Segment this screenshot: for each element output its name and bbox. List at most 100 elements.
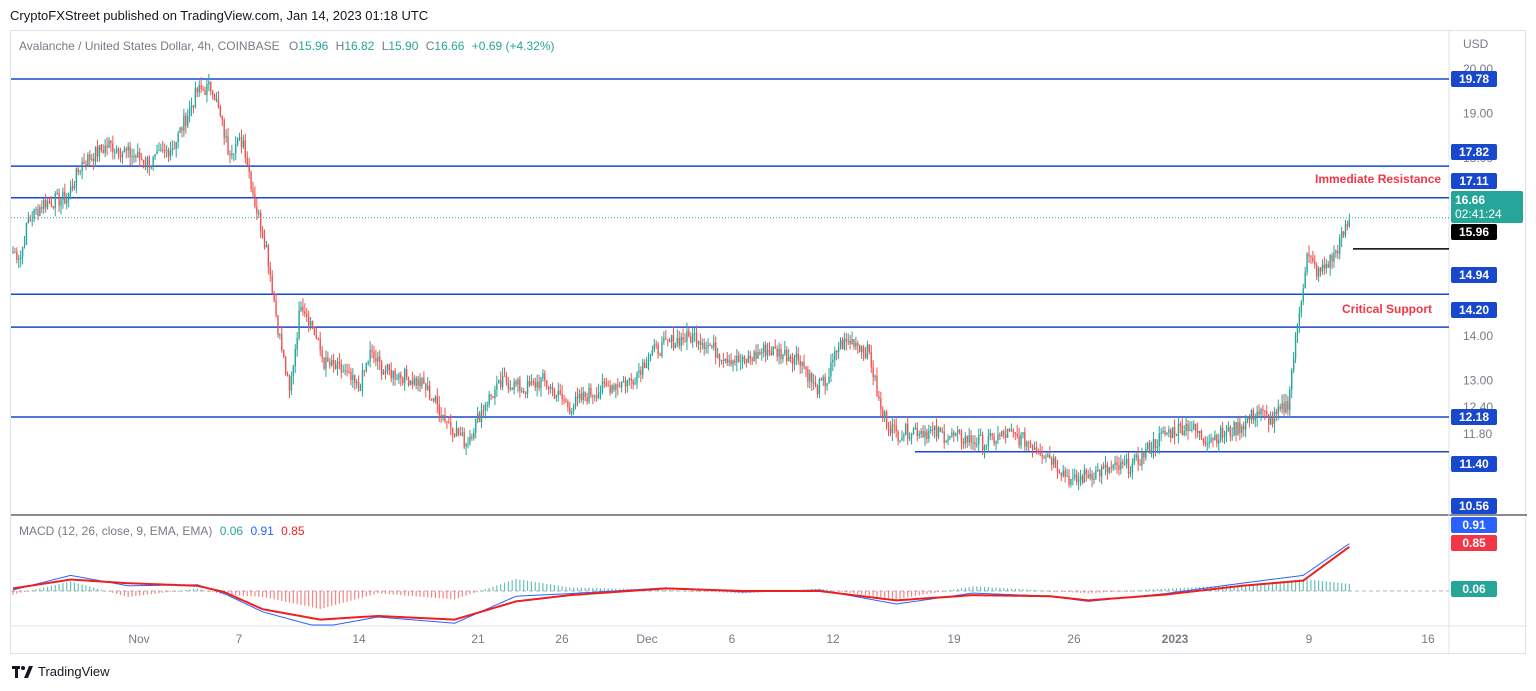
candle-body	[667, 339, 669, 341]
candle-body	[1298, 312, 1301, 324]
candle-body	[939, 427, 942, 432]
candle-body	[505, 375, 508, 383]
resistance-annotation: Immediate Resistance	[1315, 172, 1442, 186]
candle-body	[16, 251, 18, 260]
macd-histogram-bar	[1126, 591, 1128, 592]
candle-body	[926, 431, 928, 440]
macd-histogram-bar	[573, 587, 575, 591]
candle-body	[918, 434, 920, 436]
candle-body	[592, 395, 594, 397]
candle-body	[853, 339, 855, 347]
macd-histogram-bar	[926, 591, 928, 595]
macd-histogram-bar	[27, 591, 29, 592]
candle-body	[1250, 410, 1253, 420]
candle-body	[1097, 469, 1099, 471]
candle-body	[64, 191, 66, 204]
candle-body	[845, 338, 847, 342]
candle-body	[196, 88, 199, 93]
candle-body	[246, 157, 248, 165]
macd-histogram-bar	[584, 587, 586, 591]
candle-body	[1156, 446, 1159, 448]
macd-histogram-bar	[1045, 590, 1047, 592]
candle-body	[699, 341, 702, 345]
candle-body	[1237, 422, 1239, 435]
candle-body	[883, 411, 886, 417]
candle-body	[338, 361, 341, 364]
candle-body	[258, 212, 260, 214]
candle-body	[601, 381, 604, 392]
candle-body	[1193, 423, 1195, 430]
candle-body	[455, 427, 458, 437]
macd-histogram-bar	[334, 591, 337, 605]
candle-body	[396, 378, 398, 380]
macd-histogram-bar	[1187, 587, 1189, 591]
candle-body	[394, 370, 396, 380]
candle-body	[978, 435, 980, 445]
macd-histogram-bar	[127, 591, 129, 597]
candle-body	[1062, 470, 1064, 476]
candle-body	[511, 387, 513, 390]
chart-frame[interactable]: 20.0019.0018.0014.0013.0012.4011.8011.20…	[10, 30, 1527, 655]
candle-body	[450, 422, 452, 428]
candle-body	[139, 152, 141, 159]
candle-body	[425, 383, 427, 390]
macd-histogram-bar	[619, 588, 621, 591]
candle-body	[1004, 434, 1007, 438]
candle-body	[377, 356, 379, 362]
candle-body	[327, 357, 329, 362]
time-tick-7: 12	[826, 632, 840, 646]
candle-body	[1218, 439, 1220, 444]
candle-body	[811, 373, 813, 383]
candle-body	[77, 168, 79, 173]
macd-histogram-bar	[384, 591, 387, 594]
macd-legend: MACD (12, 26, close, 9, EMA, EMA) 0.06 0…	[19, 524, 305, 538]
macd-histogram-bar	[70, 581, 72, 591]
candle-body	[580, 393, 583, 400]
candle-body	[213, 94, 216, 101]
candle-body	[949, 436, 951, 439]
candle-body	[188, 107, 191, 116]
candle-body	[453, 434, 456, 437]
macd-histogram-bar	[85, 585, 87, 591]
candle-body	[1012, 430, 1015, 433]
candle-body	[273, 293, 275, 301]
tradingview-logo-icon	[12, 665, 33, 678]
macd-histogram-bar	[941, 591, 943, 592]
macd-histogram-bar	[1287, 580, 1289, 591]
candle-body	[532, 381, 535, 383]
open-label: O	[288, 39, 299, 53]
candle-body	[12, 251, 14, 253]
candle-body	[146, 157, 149, 165]
candle-body	[307, 316, 310, 326]
chart-canvas[interactable]: 20.0019.0018.0014.0013.0012.4011.8011.20…	[11, 31, 1527, 655]
macd-histogram-bar	[511, 580, 513, 591]
candle-body	[1239, 422, 1241, 433]
candle-body	[400, 374, 402, 379]
candle-body	[275, 300, 277, 316]
candle-body	[567, 401, 569, 408]
macd-histogram-bar	[891, 591, 893, 599]
macd-histogram-bar	[1318, 580, 1320, 591]
candle-body	[968, 435, 970, 443]
candle-body	[1051, 458, 1053, 465]
macd-histogram-bar	[454, 591, 456, 600]
candle-body	[759, 352, 761, 354]
candle-body	[582, 392, 584, 400]
candle-body	[1100, 466, 1103, 477]
candle-body	[1329, 255, 1331, 268]
candle-body	[1206, 443, 1208, 445]
candle-body	[1108, 467, 1111, 473]
time-tick-4: 26	[555, 632, 569, 646]
candle-body	[678, 337, 680, 347]
candle-body	[21, 247, 24, 257]
macd-histogram-bar	[553, 585, 556, 591]
macd-histogram-bar	[907, 591, 909, 598]
candle-body	[323, 358, 325, 369]
candle-body	[87, 154, 89, 166]
candle-body	[1125, 459, 1128, 464]
macd-histogram-bar	[526, 580, 529, 591]
candle-body	[864, 352, 867, 359]
macd-histogram-bar	[1026, 589, 1028, 591]
macd-histogram-bar	[703, 591, 705, 592]
candle-body	[701, 343, 703, 345]
